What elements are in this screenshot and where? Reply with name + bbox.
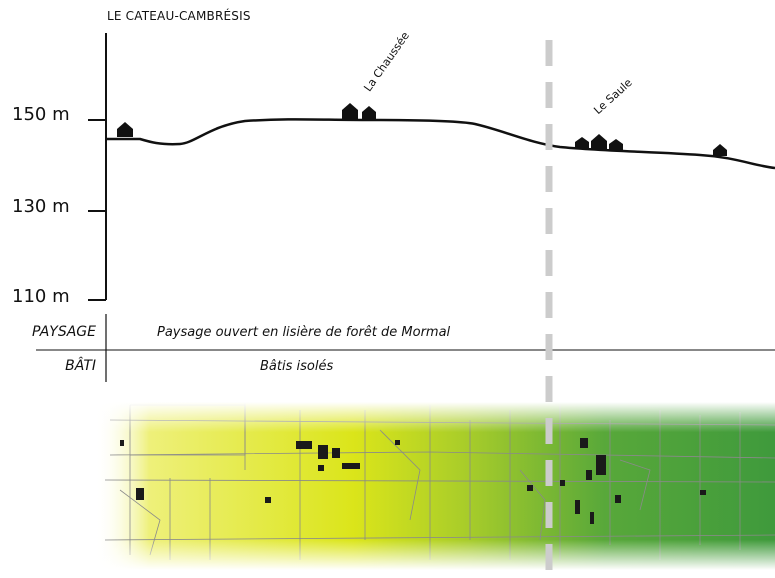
house-icon [575,137,589,148]
altitude-label-150: 150 m [12,104,70,125]
row-value-paysage: Paysage ouvert en lisière de forêt de Mo… [157,325,451,340]
house-icon [609,139,623,150]
house-icon [362,106,376,119]
house-icon [713,144,727,156]
house-icon [591,134,607,149]
aerial-parcel-map [95,402,775,570]
altitude-label-110: 110 m [12,286,70,307]
house-icon [117,122,133,137]
row-label-bati: BÂTI [65,358,96,374]
house-icon [342,103,358,119]
row-value-bati: Bâtis isolés [260,359,334,374]
row-label-paysage: PAYSAGE [31,324,96,340]
altitude-label-130: 130 m [12,196,70,217]
profile-start-label: LE CATEAU-CAMBRÉSIS [107,9,251,23]
terrain-profile-line [106,118,775,170]
